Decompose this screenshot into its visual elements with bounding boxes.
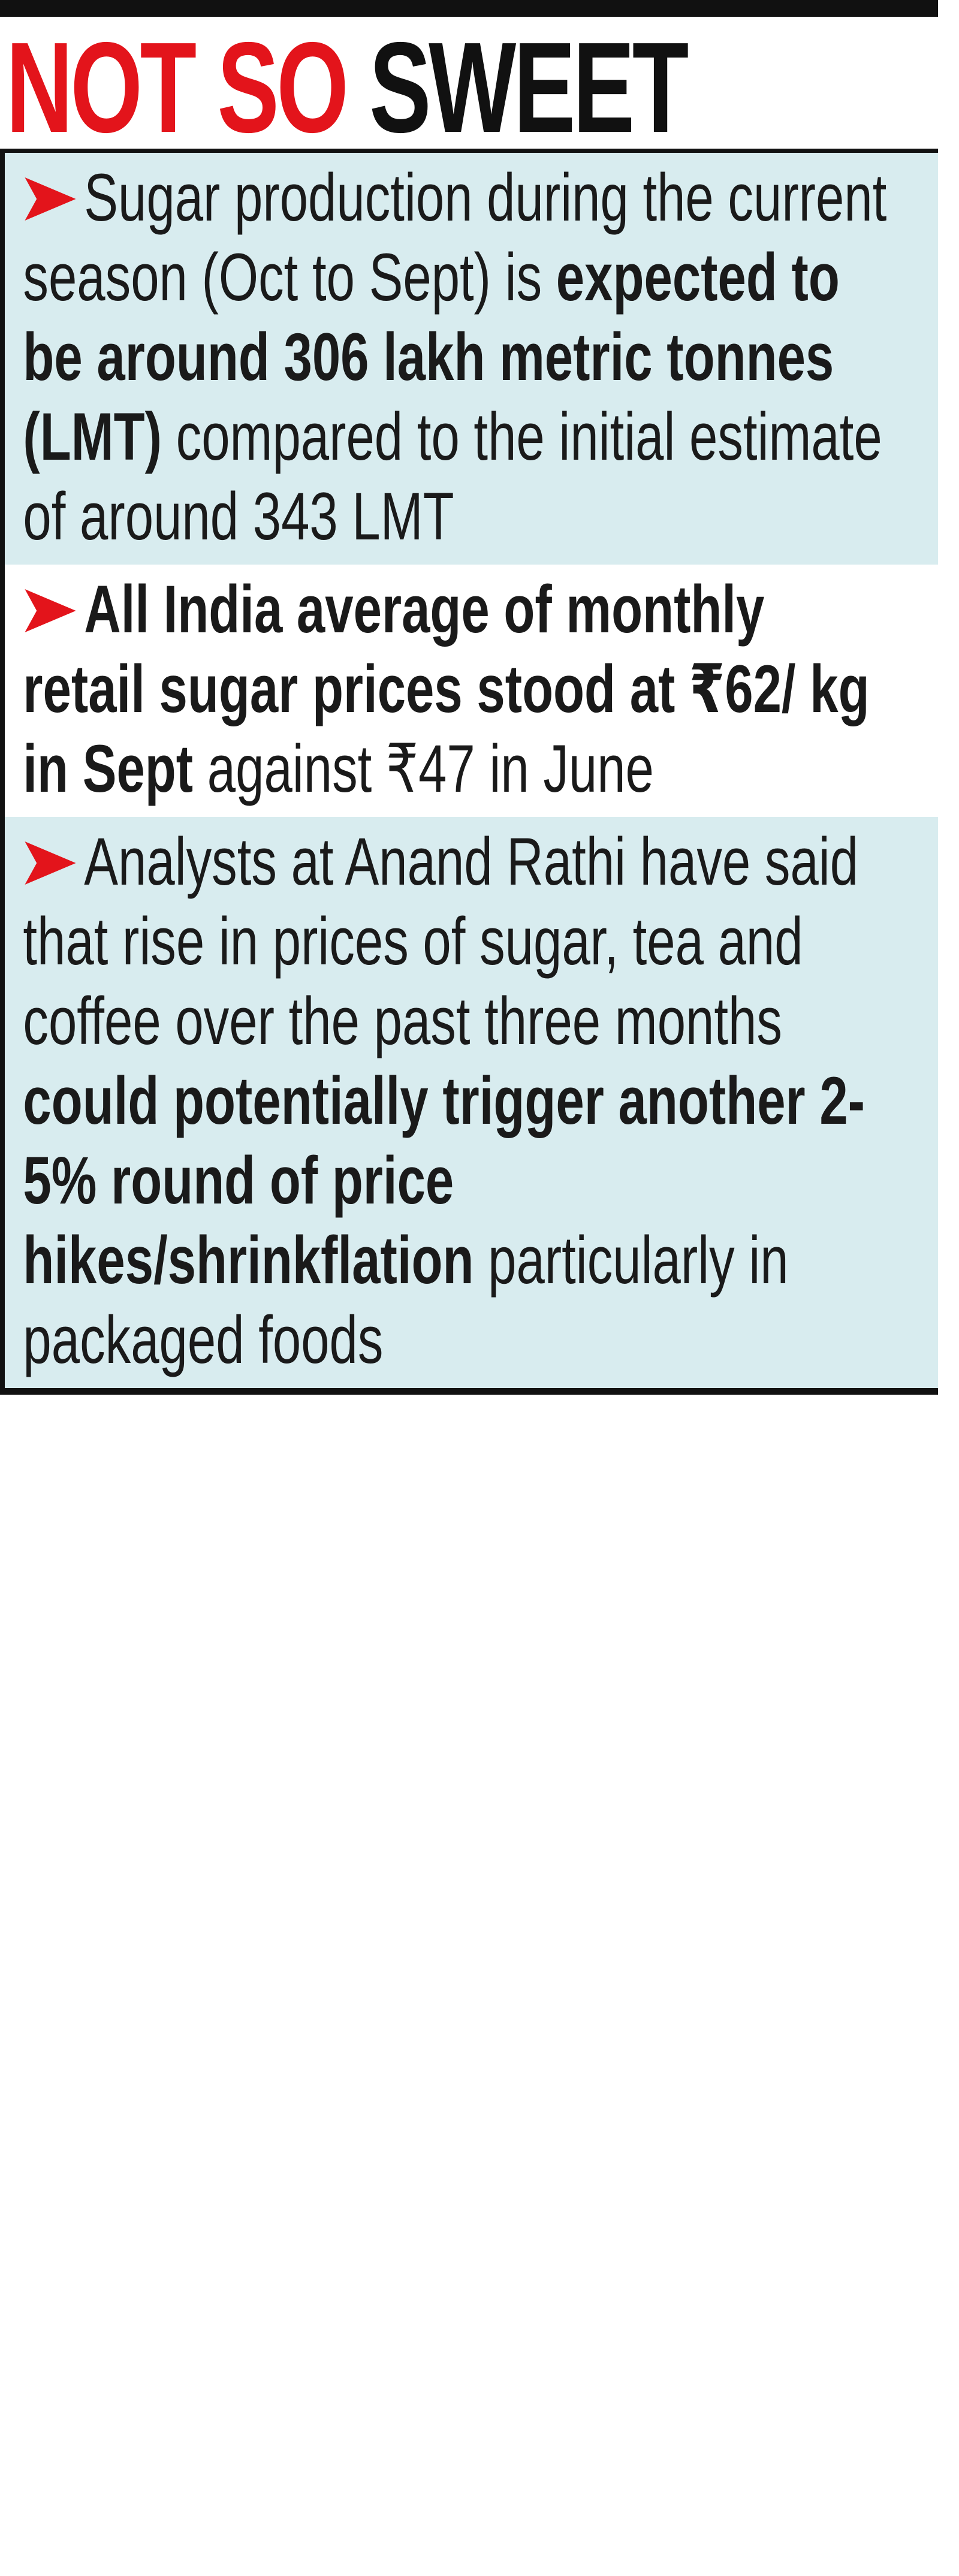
bold-text: All India average of monthly retail suga…: [23, 572, 870, 806]
text: compared to the initial estimate of arou…: [23, 399, 882, 554]
text: against ₹47 in June: [193, 731, 654, 806]
bullet-arrow: [25, 177, 76, 221]
bullet-text: All India average of monthly retail suga…: [5, 565, 898, 817]
header: NOT SO SWEET: [0, 17, 938, 153]
bullet-arrow: [25, 589, 76, 632]
title: NOT SO SWEET: [6, 23, 689, 149]
bullet-text: Analysts at Anand Rathi have said that r…: [5, 817, 898, 1388]
bullet-list: Sugar production during the current seas…: [0, 153, 938, 1395]
bullet: All India average of monthly retail suga…: [5, 565, 938, 817]
text: Sugar production during the current seas…: [23, 160, 887, 315]
bullet: Analysts at Anand Rathi have said that r…: [5, 817, 938, 1388]
bullet: Sugar production during the current seas…: [5, 153, 938, 565]
infobox: NOT SO SWEET Sugar production during the…: [0, 0, 938, 1395]
title-part: SWEET: [369, 17, 689, 153]
bold-text: could potentially trigger another 2-5% r…: [23, 1063, 865, 1298]
bullet-text: Sugar production during the current seas…: [5, 153, 898, 565]
title-part: NOT SO: [6, 17, 370, 153]
top-rule: [0, 0, 938, 17]
text: Analysts at Anand Rathi have said that r…: [23, 824, 859, 1058]
bullet-arrow: [25, 841, 76, 885]
text: particularly in packaged foods: [23, 1223, 789, 1377]
bold-text: expected to be around 306 lakh metric to…: [23, 240, 840, 474]
